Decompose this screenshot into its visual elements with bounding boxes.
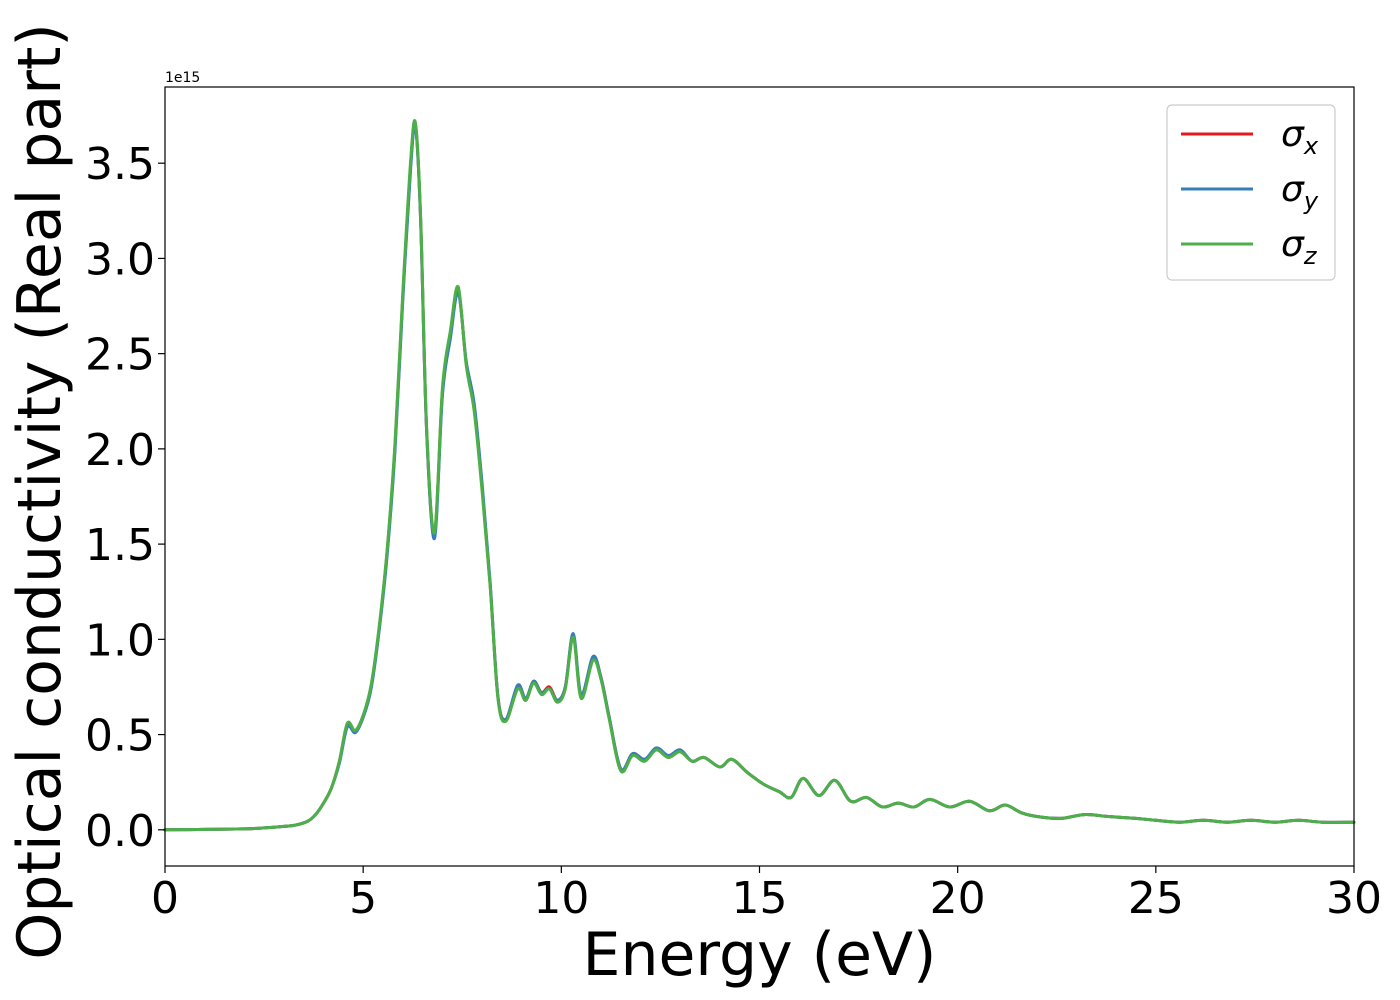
y-tick-label: 1.0 [85, 615, 155, 666]
legend-box [1166, 104, 1336, 281]
series-line-z [163, 119, 1356, 832]
legend-label-y: σy [1281, 169, 1319, 215]
y-tick-label: 0.5 [85, 711, 155, 762]
x-axis-label: Energy (eV) [583, 920, 937, 990]
legend-label-z: σz [1281, 224, 1318, 270]
x-tick-label: 5 [349, 873, 377, 924]
y-tick-label: 2.5 [85, 330, 155, 381]
x-axis-ticks: 0 5 10 15 20 25 30 [151, 866, 1382, 924]
legend: σx σy σz [1166, 104, 1336, 281]
x-tick-label: 10 [533, 873, 589, 924]
y-tick-label: 2.0 [85, 425, 155, 476]
x-tick-label: 20 [930, 873, 986, 924]
y-offset-label: 1e15 [165, 70, 200, 86]
y-tick-label: 0.0 [85, 806, 155, 857]
y-axis-label: Optical conductivity (Real part) [5, 23, 75, 960]
x-tick-label: 25 [1128, 873, 1184, 924]
y-tick-label: 1.5 [85, 520, 155, 571]
y-tick-label: 3.5 [85, 139, 155, 190]
x-tick-label: 15 [732, 873, 788, 924]
x-tick-label: 0 [151, 873, 179, 924]
y-axis-ticks: 0.0 0.5 1.0 1.5 2.0 2.5 3.0 3.5 [85, 139, 165, 857]
legend-label-x: σx [1281, 114, 1319, 160]
series-layer [163, 119, 1356, 832]
x-tick-label: 30 [1326, 873, 1382, 924]
y-tick-label: 3.0 [85, 234, 155, 285]
